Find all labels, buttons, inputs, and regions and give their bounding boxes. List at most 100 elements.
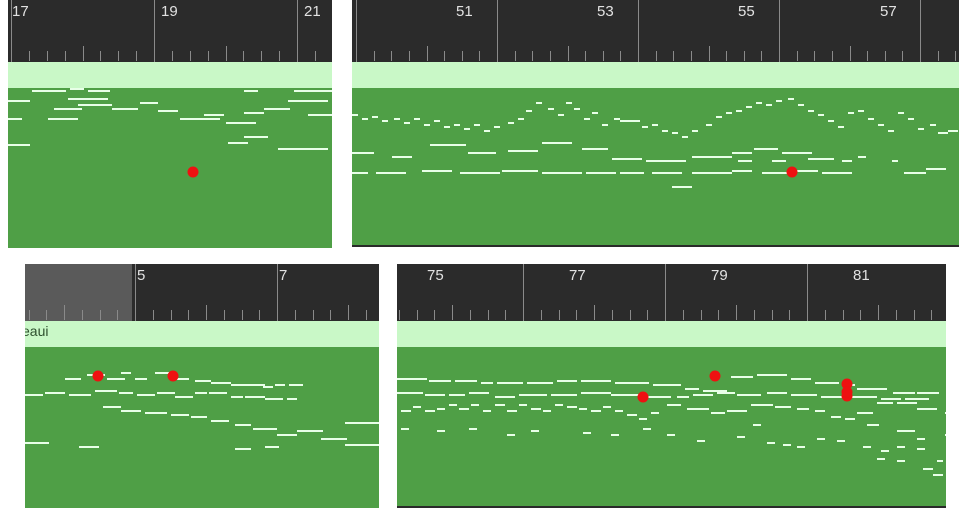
midi-note[interactable] [558, 114, 564, 116]
midi-note[interactable] [917, 438, 925, 440]
midi-note[interactable] [555, 404, 563, 406]
midi-note[interactable] [582, 148, 608, 150]
midi-note[interactable] [103, 406, 121, 408]
midi-note[interactable] [898, 112, 904, 114]
midi-note[interactable] [652, 124, 658, 126]
midi-note[interactable] [244, 136, 268, 138]
midi-note[interactable] [265, 446, 279, 448]
midi-region-panel-1[interactable]: 17 19 21 [8, 0, 332, 248]
midi-note[interactable] [65, 378, 81, 380]
midi-note[interactable] [495, 396, 515, 398]
midi-note[interactable] [697, 440, 705, 442]
midi-note[interactable] [321, 438, 347, 440]
midi-note[interactable] [287, 398, 297, 400]
midi-note[interactable] [756, 102, 762, 104]
region-header[interactable] [8, 62, 332, 88]
midi-note[interactable] [904, 172, 926, 174]
midi-note[interactable] [822, 172, 852, 174]
midi-note[interactable] [878, 124, 884, 126]
timeline-ruler[interactable]: 51 53 55 57 [352, 0, 959, 62]
midi-note[interactable] [231, 384, 249, 386]
midi-note[interactable] [808, 110, 814, 112]
midi-note[interactable] [642, 126, 648, 128]
midi-note[interactable] [171, 414, 189, 416]
midi-note[interactable] [611, 394, 641, 396]
midi-note[interactable] [469, 392, 489, 394]
midi-note[interactable] [775, 406, 791, 408]
midi-note[interactable] [615, 410, 623, 412]
midi-note[interactable] [518, 118, 524, 120]
midi-note[interactable] [195, 392, 207, 394]
midi-region[interactable] [25, 347, 379, 508]
midi-note[interactable] [352, 114, 358, 116]
midi-note[interactable] [818, 114, 824, 116]
midi-note[interactable] [253, 428, 277, 430]
midi-note[interactable] [121, 372, 131, 374]
midi-note[interactable] [69, 394, 91, 396]
midi-note[interactable] [191, 416, 207, 418]
midi-note[interactable] [8, 118, 22, 120]
midi-note[interactable] [732, 170, 752, 172]
midi-note[interactable] [831, 416, 841, 418]
midi-note[interactable] [603, 406, 611, 408]
midi-note[interactable] [204, 114, 224, 116]
midi-note[interactable] [422, 170, 452, 172]
timeline-ruler[interactable]: 5 7 [25, 264, 379, 321]
midi-note[interactable] [79, 446, 99, 448]
midi-note[interactable] [112, 108, 138, 110]
midi-note[interactable] [851, 396, 877, 398]
midi-note[interactable] [526, 110, 532, 112]
midi-note[interactable] [226, 122, 256, 124]
midi-note[interactable] [95, 390, 117, 392]
midi-note[interactable] [542, 172, 582, 174]
midi-note[interactable] [923, 468, 933, 470]
midi-note[interactable] [460, 172, 500, 174]
midi-note[interactable] [620, 120, 640, 122]
midi-note[interactable] [736, 110, 742, 112]
midi-note[interactable] [772, 160, 786, 162]
midi-note[interactable] [244, 90, 258, 92]
midi-note[interactable] [449, 394, 465, 396]
midi-note[interactable] [424, 124, 430, 126]
midi-note[interactable] [716, 116, 722, 118]
midi-note[interactable] [464, 128, 470, 130]
midi-note[interactable] [245, 396, 265, 398]
midi-note[interactable] [352, 172, 368, 174]
midi-note[interactable] [792, 170, 818, 172]
midi-note[interactable] [413, 406, 421, 408]
midi-note[interactable] [738, 160, 752, 162]
midi-note[interactable] [45, 392, 65, 394]
midi-note[interactable] [425, 394, 445, 396]
midi-note[interactable] [867, 424, 879, 426]
midi-note[interactable] [434, 120, 440, 122]
midi-note[interactable] [157, 392, 175, 394]
midi-note[interactable] [264, 108, 290, 110]
midi-note[interactable] [308, 114, 332, 116]
midi-note[interactable] [693, 394, 713, 396]
midi-note[interactable] [265, 398, 283, 400]
midi-note[interactable] [376, 172, 406, 174]
midi-note[interactable] [484, 130, 490, 132]
midi-note[interactable] [685, 388, 699, 390]
midi-note[interactable] [551, 394, 577, 396]
midi-note[interactable] [881, 450, 889, 452]
midi-note[interactable] [297, 430, 323, 432]
midi-note[interactable] [711, 412, 725, 414]
midi-note[interactable] [788, 98, 794, 100]
midi-note[interactable] [263, 386, 273, 388]
midi-note[interactable] [863, 446, 871, 448]
midi-note[interactable] [527, 382, 553, 384]
midi-region[interactable] [397, 347, 946, 508]
midi-note[interactable] [930, 124, 936, 126]
midi-note[interactable] [209, 392, 227, 394]
midi-note[interactable] [591, 410, 601, 412]
midi-note[interactable] [231, 396, 243, 398]
midi-note[interactable] [837, 440, 845, 442]
midi-note[interactable] [791, 378, 811, 380]
midi-note[interactable] [672, 186, 692, 188]
midi-note[interactable] [211, 382, 231, 384]
midi-note[interactable] [762, 172, 790, 174]
midi-note[interactable] [945, 434, 946, 436]
midi-note[interactable] [897, 446, 905, 448]
midi-note[interactable] [235, 448, 251, 450]
